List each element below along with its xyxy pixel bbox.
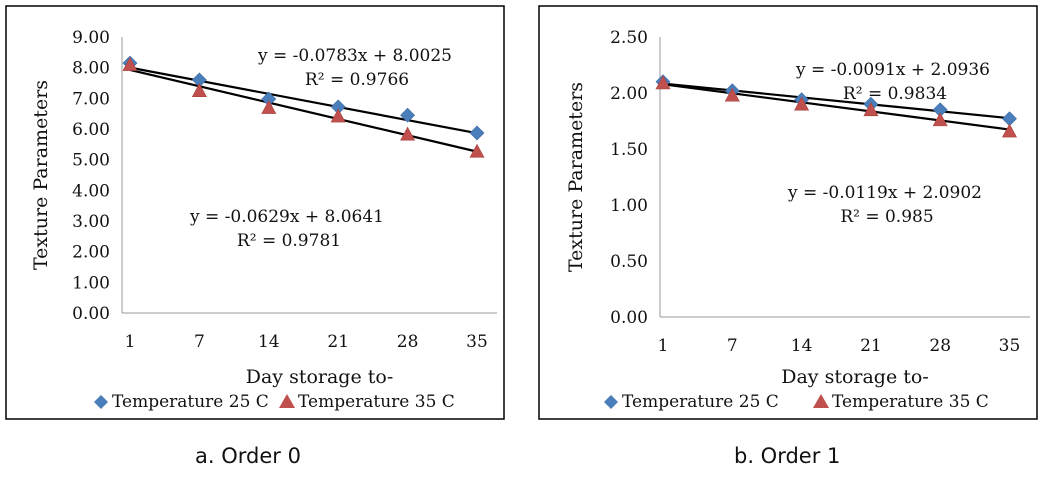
x-axis-title: Day storage to- (246, 366, 394, 388)
caption-order-1: b. Order 1 (734, 444, 841, 468)
trendline-r-squared: R² = 0.9766 (305, 70, 409, 90)
legend-label: Temperature 35 C (298, 392, 455, 412)
legend-marker-temp-35 (813, 394, 829, 408)
x-tick-label: 28 (397, 332, 419, 352)
legend-label: Temperature 25 C (112, 392, 269, 412)
x-tick-label: 7 (194, 332, 205, 352)
x-tick-label: 35 (999, 336, 1021, 356)
marker-temp-35 (261, 99, 277, 114)
legend-marker-temp-25 (604, 395, 618, 409)
y-tick-label: 2.50 (610, 28, 648, 48)
chart-order-0-svg: 0.00 1.00 2.00 3.00 4.00 5.00 6.00 7.00 8.00 9.00… (5, 5, 505, 420)
marker-temp-35 (191, 83, 207, 97)
marker-temp-35 (469, 143, 485, 158)
marker-temp-35 (863, 102, 879, 117)
trendline-equation: y = -0.0091x + 2.0936 (795, 60, 990, 80)
chart-order-1-svg: 0.00 0.50 1.00 1.50 2.00 2.50 1 7 14 21 28 35 Textur… (538, 5, 1038, 420)
trendline-r-squared: R² = 0.9834 (843, 84, 947, 104)
x-tick-label: 7 (727, 336, 738, 356)
y-tick-label: 8.00 (72, 59, 110, 79)
y-tick-label: 2.00 (72, 243, 110, 263)
y-tick-label: 1.50 (610, 140, 648, 160)
trendline-equation: y = -0.0783x + 8.0025 (257, 46, 452, 66)
x-axis-title: Day storage to- (781, 366, 929, 388)
marker-temp-35 (330, 108, 346, 123)
marker-temp-35 (122, 56, 138, 71)
chart-frame (538, 5, 1038, 420)
y-tick-label: 7.00 (72, 89, 110, 109)
x-tick-label: 21 (860, 336, 882, 356)
y-tick-label: 9.00 (72, 28, 110, 48)
y-tick-label: 6.00 (72, 120, 110, 140)
marker-temp-35 (655, 75, 671, 90)
y-tick-label: 3.00 (72, 212, 110, 232)
x-tick-label: 14 (791, 336, 813, 356)
x-tick-label: 21 (327, 332, 349, 352)
marker-temp-35 (932, 112, 948, 127)
caption-order-0: a. Order 0 (195, 444, 301, 468)
legend-marker-temp-35 (279, 394, 295, 408)
marker-temp-35 (400, 126, 416, 141)
marker-temp-25 (469, 125, 485, 141)
x-tick-label: 35 (466, 332, 488, 352)
legend-marker-temp-25 (94, 395, 108, 409)
trendline-r-squared: R² = 0.985 (840, 207, 933, 227)
trendline-temp-25 (662, 82, 1010, 120)
y-tick-label: 2.00 (610, 84, 648, 104)
x-tick-label: 14 (258, 332, 280, 352)
y-axis-title: Texture Parameters (565, 82, 587, 272)
y-tick-label: 1.00 (610, 196, 648, 216)
y-tick-label: 4.00 (72, 181, 110, 201)
chart-order-1: 0.00 0.50 1.00 1.50 2.00 2.50 1 7 14 21 28 35 Textur… (538, 5, 1038, 420)
trendline-temp-35 (662, 83, 1010, 131)
y-tick-label: 0.50 (610, 252, 648, 272)
x-tick-label: 1 (658, 336, 669, 356)
legend-label: Temperature 35 C (832, 392, 989, 412)
trendline-equation: y = -0.0629x + 8.0641 (189, 207, 384, 227)
trendline-r-squared: R² = 0.9781 (237, 231, 341, 251)
trendline-equation: y = -0.0119x + 2.0902 (787, 183, 982, 203)
y-tick-label: 1.00 (72, 273, 110, 293)
marker-temp-35 (1001, 123, 1018, 138)
y-tick-label: 0.00 (72, 304, 110, 324)
marker-temp-35 (724, 87, 740, 102)
trendline-temp-35 (129, 68, 478, 153)
marker-temp-25 (400, 107, 416, 123)
marker-temp-35 (794, 96, 810, 111)
y-tick-label: 0.00 (610, 308, 648, 328)
chart-frame (5, 5, 505, 420)
trendline-temp-25 (129, 66, 478, 135)
y-tick-label: 5.00 (72, 151, 110, 171)
legend-label: Temperature 25 C (622, 392, 779, 412)
x-tick-label: 1 (125, 332, 136, 352)
y-axis-title: Texture Parameters (30, 80, 52, 270)
chart-order-0: 0.00 1.00 2.00 3.00 4.00 5.00 6.00 7.00 8.00 9.00… (5, 5, 505, 420)
x-tick-label: 28 (929, 336, 951, 356)
